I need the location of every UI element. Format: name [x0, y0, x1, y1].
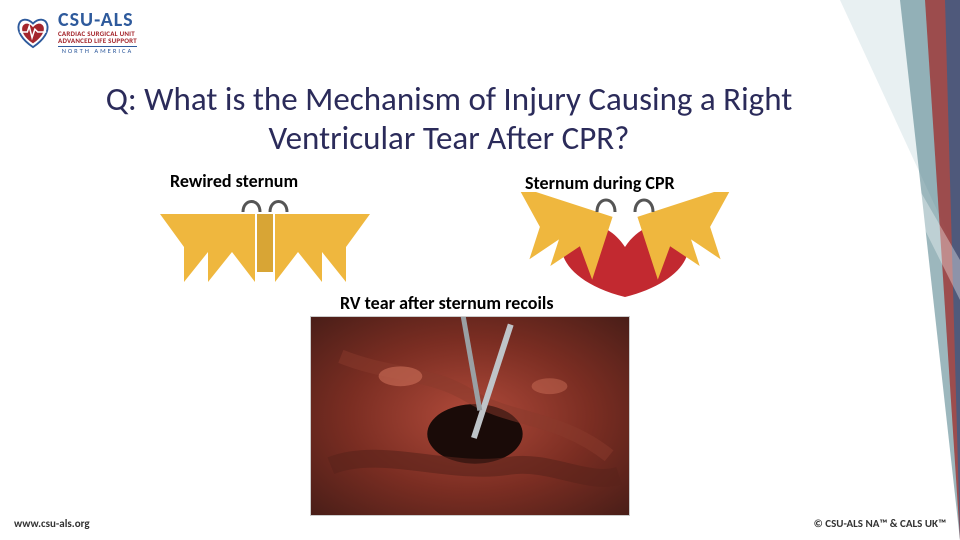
heart-shield-icon: [14, 15, 52, 49]
footer-url: www.csu-als.org: [14, 517, 90, 530]
logo: CSU-ALS CARDIAC SURGICAL UNIT ADVANCED L…: [14, 10, 137, 55]
diagram-rewired-sternum: [160, 192, 370, 292]
rv-tear-photo: [310, 316, 630, 516]
diagram-sternum-cpr: [495, 192, 755, 302]
logo-region: NORTH AMERICA: [58, 46, 137, 55]
slide-title: Q: What is the Mechanism of Injury Causi…: [48, 80, 850, 158]
logo-sub2: ADVANCED LIFE SUPPORT: [58, 37, 137, 44]
slide: CSU-ALS CARDIAC SURGICAL UNIT ADVANCED L…: [0, 0, 960, 540]
footer-copyright: © CSU-ALS NA™ & CALS UK™: [814, 517, 946, 530]
caption-during: Sternum during CPR: [525, 172, 675, 194]
caption-rewired: Rewired sternum: [170, 170, 298, 192]
logo-title: CSU-ALS: [58, 10, 137, 30]
